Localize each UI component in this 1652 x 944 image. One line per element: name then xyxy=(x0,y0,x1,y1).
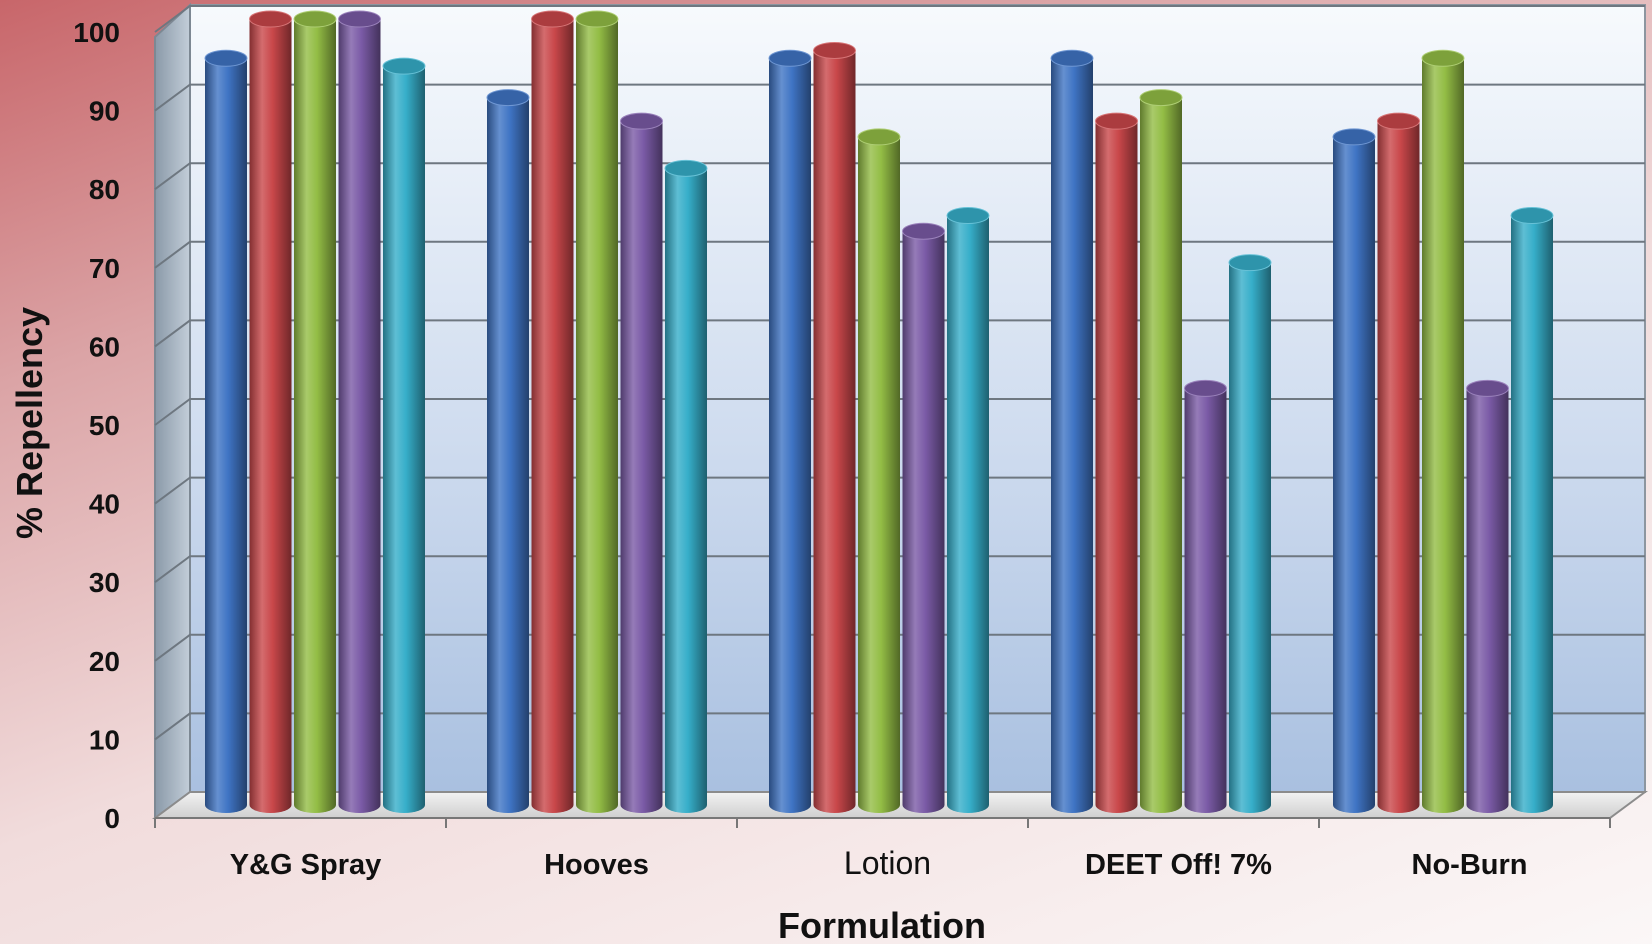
bar xyxy=(857,128,901,813)
bar-body xyxy=(1051,58,1093,814)
bar-top xyxy=(486,89,530,107)
bar-top xyxy=(1377,112,1420,130)
bar xyxy=(946,207,990,813)
bar-body xyxy=(620,121,663,814)
bar-body xyxy=(1095,121,1138,814)
bar-top xyxy=(1228,254,1272,272)
bar-body xyxy=(1333,136,1375,813)
bar-top xyxy=(1332,128,1376,146)
bar-top xyxy=(249,10,292,28)
bar-top xyxy=(293,10,337,28)
bar-top xyxy=(1095,112,1138,130)
bar-body xyxy=(665,168,707,814)
bar xyxy=(902,222,945,814)
bar xyxy=(1050,49,1094,814)
bar xyxy=(1377,112,1420,814)
bar xyxy=(486,89,530,814)
x-tick-label: No-Burn xyxy=(1412,849,1528,881)
bar xyxy=(1095,112,1138,814)
bar-top xyxy=(531,10,574,28)
bar-body xyxy=(1184,388,1227,813)
bar xyxy=(1228,254,1272,813)
y-tick-label: 100 xyxy=(73,17,120,48)
bar-top xyxy=(338,10,381,28)
bar xyxy=(1510,207,1554,813)
y-tick-label: 0 xyxy=(104,803,120,834)
bar-top xyxy=(1139,89,1183,107)
bar-body xyxy=(1229,262,1271,813)
bar xyxy=(249,10,292,813)
bar-top xyxy=(902,222,945,240)
y-tick-label: 40 xyxy=(89,489,120,520)
y-tick-label: 90 xyxy=(89,96,120,127)
bar-top xyxy=(1510,207,1554,224)
bar-body xyxy=(902,231,945,814)
bar xyxy=(768,49,812,814)
bar-body xyxy=(1511,215,1553,813)
bar-body xyxy=(576,19,618,813)
y-tick-label: 60 xyxy=(89,331,120,362)
gridline xyxy=(154,83,1645,112)
bar-top xyxy=(620,112,663,130)
bar xyxy=(1421,49,1465,814)
bar-top xyxy=(857,128,901,146)
x-tick-label: Y&G Spray xyxy=(230,849,382,881)
bar xyxy=(813,41,856,813)
y-axis-title: % Repellency xyxy=(9,307,50,539)
bar-top xyxy=(768,49,812,67)
bar xyxy=(293,10,337,813)
bar-body xyxy=(383,66,425,813)
bar-top xyxy=(1421,49,1465,67)
bar-top xyxy=(1466,379,1509,397)
x-tick-label: DEET Off! 7% xyxy=(1085,849,1272,881)
bar-top xyxy=(664,159,708,177)
bar xyxy=(1466,379,1509,813)
bar-body xyxy=(813,50,856,813)
bar-body xyxy=(1466,388,1509,813)
gridline xyxy=(154,5,1645,33)
bar-body xyxy=(858,136,900,813)
y-tick-label: 10 xyxy=(89,724,120,755)
y-tick-label: 70 xyxy=(89,253,120,284)
bar-body xyxy=(1140,97,1182,814)
bar xyxy=(338,10,381,813)
bar-top xyxy=(382,57,426,75)
bar xyxy=(531,10,574,813)
x-tick-label: Hooves xyxy=(544,849,649,881)
bar-top xyxy=(575,10,619,28)
bar-body xyxy=(1377,121,1420,814)
bar-body xyxy=(338,19,381,813)
bar-top xyxy=(813,41,856,59)
bar-body xyxy=(249,19,292,813)
bar xyxy=(1184,379,1227,813)
bar xyxy=(204,49,248,814)
bar-top xyxy=(946,207,990,224)
y-tick-label: 30 xyxy=(89,567,120,598)
bar-top xyxy=(1050,49,1094,67)
bar-body xyxy=(947,215,989,813)
bar xyxy=(620,112,663,814)
x-tick-label: Lotion xyxy=(844,845,931,881)
bar xyxy=(382,57,426,813)
y-tick-label: 50 xyxy=(89,410,120,441)
bar-body xyxy=(769,58,811,814)
y-tick-label: 80 xyxy=(89,174,120,205)
bar-body xyxy=(205,58,247,814)
bar-body xyxy=(487,97,529,814)
x-axis-title: Formulation xyxy=(778,905,986,944)
y-tick-label: 20 xyxy=(89,646,120,677)
bar-body xyxy=(531,19,574,813)
bar-top xyxy=(204,49,248,67)
bar xyxy=(664,159,708,814)
bar xyxy=(575,10,619,813)
bar xyxy=(1332,128,1376,813)
bar-body xyxy=(294,19,336,813)
bar-body xyxy=(1422,58,1464,814)
bar-top xyxy=(1184,379,1227,397)
bar xyxy=(1139,89,1183,814)
